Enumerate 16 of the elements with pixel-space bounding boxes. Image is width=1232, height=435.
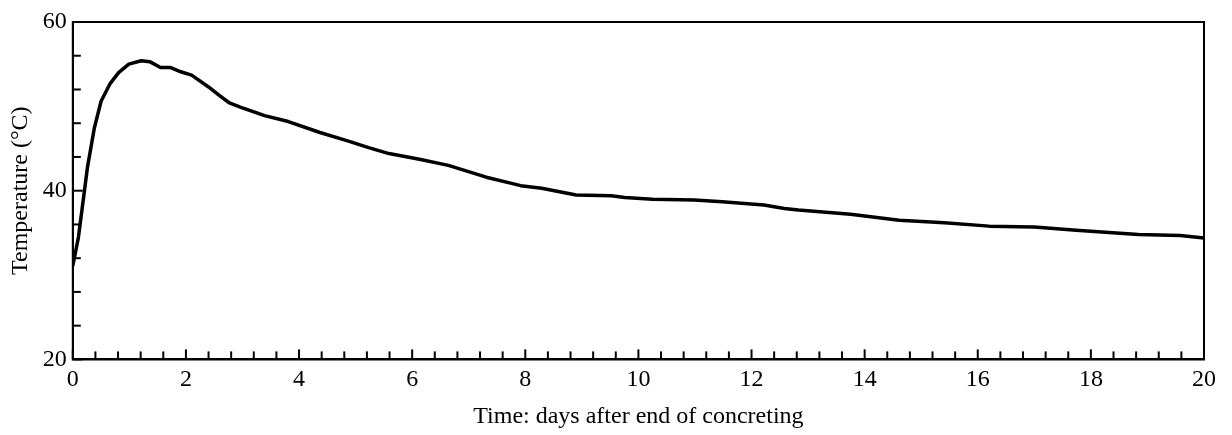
x-tick-label: 12 <box>739 365 764 392</box>
x-tick-label: 16 <box>965 365 990 392</box>
x-tick-label: 14 <box>852 365 877 392</box>
y-tick-label: 20 <box>42 344 67 371</box>
x-tick-label: 4 <box>293 365 306 392</box>
x-tick-label: 6 <box>406 365 419 392</box>
x-tick-label: 2 <box>179 365 192 392</box>
x-tick-label: 0 <box>66 365 79 392</box>
y-tick-label: 40 <box>42 176 67 202</box>
x-tick-label: 20 <box>1192 365 1216 392</box>
x-tick-label: 10 <box>626 365 651 392</box>
x-tick-label: 8 <box>519 365 532 392</box>
x-tick-label: 18 <box>1078 365 1103 392</box>
y-axis-title: Temperature (°C) <box>5 106 32 275</box>
y-tick-label: 60 <box>42 7 67 34</box>
x-axis-title: Time: days after end of concreting <box>473 401 804 428</box>
